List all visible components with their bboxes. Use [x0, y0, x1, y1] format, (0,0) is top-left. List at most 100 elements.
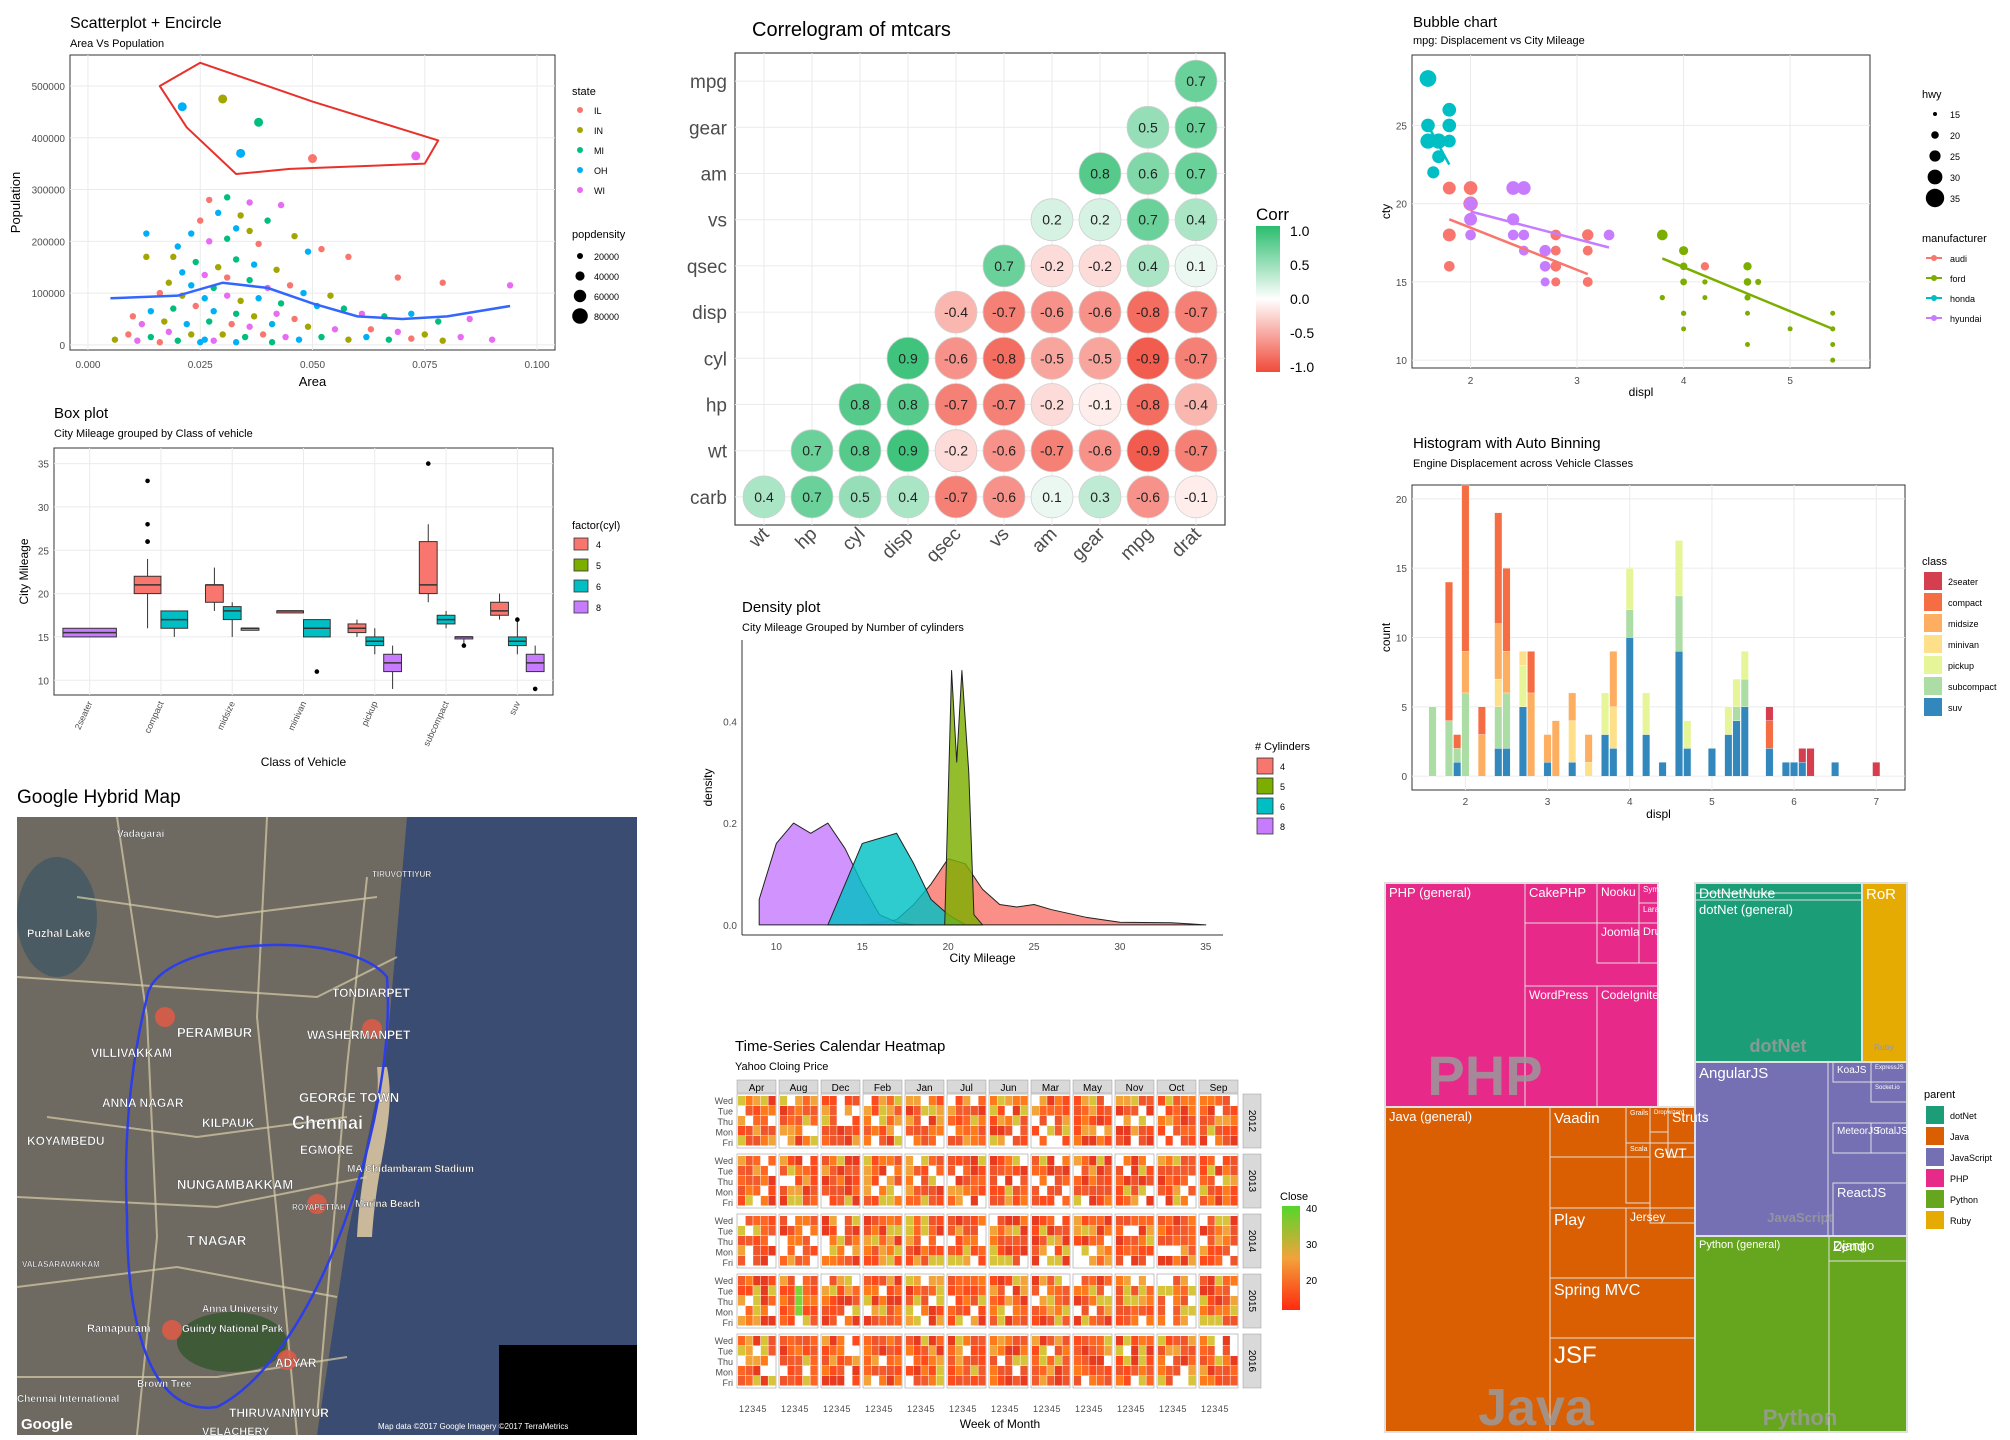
histogram-bar — [1609, 748, 1618, 777]
facet-strip-label: 2016 — [1246, 1350, 1257, 1373]
calendar-cell — [1020, 1106, 1028, 1116]
calendar-cell — [906, 1106, 914, 1116]
calendar-cell — [802, 1136, 810, 1146]
calendar-cell — [1207, 1186, 1215, 1196]
map-sea — [317, 817, 637, 1435]
calendar-cell — [844, 1126, 852, 1136]
calendar-cell — [795, 1136, 803, 1146]
google-hybrid-map: Google Hybrid MapPERAMBURVILLIVAKKAMWASH… — [17, 787, 637, 1438]
scatter-point — [250, 261, 258, 268]
calendar-cell — [837, 1186, 845, 1196]
legend-colorbar — [1256, 226, 1280, 372]
chart-title: Scatterplot + Encircle — [70, 15, 222, 32]
scatter-point — [170, 305, 177, 312]
calendar-cell — [1074, 1186, 1082, 1196]
treemap-tile-label: Django — [1833, 1238, 1874, 1253]
calendar-cell — [970, 1356, 978, 1366]
calendar-cell — [1222, 1166, 1230, 1176]
calendar-cell — [970, 1126, 978, 1136]
scatter-point — [439, 337, 446, 344]
bubble-point — [1464, 212, 1478, 226]
x-tick-label: minivan — [286, 700, 308, 732]
calendar-cell — [871, 1366, 879, 1376]
facet-strip-year — [1242, 1153, 1262, 1209]
calendar-cell — [963, 1226, 971, 1236]
scatter-point — [197, 339, 204, 346]
scatter-point — [206, 238, 213, 245]
calendar-cell — [1131, 1356, 1139, 1366]
calendar-cell — [936, 1216, 944, 1226]
calendar-cell — [997, 1096, 1005, 1106]
calendar-cell — [1012, 1136, 1020, 1146]
calendar-cell — [1081, 1226, 1089, 1236]
calendar-cell — [978, 1186, 986, 1196]
calendar-cell — [1096, 1246, 1104, 1256]
y-tick-label: Mon — [715, 1368, 733, 1378]
legend-label: 30 — [1950, 173, 1960, 183]
calendar-cell — [1074, 1116, 1082, 1126]
calendar-cell — [1165, 1346, 1173, 1356]
bubble-point — [1539, 260, 1551, 272]
x-tick-label: 12345 — [1201, 1404, 1229, 1414]
corr-value: -0.4 — [944, 304, 968, 320]
scatter-point — [223, 292, 231, 299]
calendar-cell — [1116, 1346, 1124, 1356]
scatter-point — [232, 256, 240, 263]
calendar-cell — [963, 1256, 971, 1266]
calendar-cell — [1020, 1356, 1028, 1366]
legend-key — [1924, 698, 1942, 716]
corr-cell — [1174, 290, 1218, 334]
legend-label: 15 — [1950, 110, 1960, 120]
calendar-cell — [906, 1186, 914, 1196]
calendar-cell — [1047, 1166, 1055, 1176]
calendar-cell — [1230, 1376, 1238, 1386]
legend-key — [1931, 295, 1937, 301]
map-point — [162, 1320, 182, 1340]
calendar-cell — [1047, 1106, 1055, 1116]
calendar-cell — [1173, 1156, 1181, 1166]
calendar-cell — [963, 1126, 971, 1136]
x-tick-label: cyl — [838, 524, 869, 555]
calendar-cell — [928, 1116, 936, 1126]
calendar-cell — [1081, 1296, 1089, 1306]
x-tick-label: mpg — [1117, 524, 1158, 565]
map-place-label: VALASARAVAKKAM — [22, 1260, 100, 1269]
calendar-cell — [780, 1336, 788, 1346]
calendar-cell — [1165, 1116, 1173, 1126]
calendar-cell — [1131, 1166, 1139, 1176]
bubble-point — [1700, 262, 1710, 271]
calendar-cell — [1146, 1346, 1154, 1356]
y-tick-label: 0 — [59, 341, 65, 352]
legend-key — [1924, 677, 1942, 695]
calendar-cell — [1081, 1156, 1089, 1166]
calendar-cell — [1222, 1246, 1230, 1256]
calendar-cell — [1131, 1106, 1139, 1116]
calendar-cell — [753, 1236, 761, 1246]
calendar-cell — [1062, 1116, 1070, 1126]
corr-value: 0.7 — [1186, 166, 1206, 182]
x-tick-label: 5 — [1709, 797, 1715, 808]
calendar-cell — [1116, 1236, 1124, 1246]
calendar-cell — [921, 1246, 929, 1256]
calendar-cell — [760, 1236, 768, 1246]
facet-strip-month — [904, 1079, 945, 1094]
treemap-tile — [1828, 1235, 1908, 1433]
calendar-cell — [1062, 1166, 1070, 1176]
corr-cell — [982, 290, 1026, 334]
y-tick-label: Wed — [715, 1156, 733, 1166]
bubble-point — [1582, 245, 1593, 256]
calendar-cell — [928, 1106, 936, 1116]
calendar-cell — [1096, 1096, 1104, 1106]
calendar-cell — [760, 1246, 768, 1256]
treemap-tile-label: Python (general) — [1699, 1239, 1780, 1251]
calendar-cell — [1032, 1316, 1040, 1326]
corr-value: 0.4 — [1138, 258, 1158, 274]
map-point — [277, 1350, 297, 1370]
calendar-cell — [822, 1376, 830, 1386]
facet-strip-month — [1030, 1079, 1071, 1094]
calendar-cell — [913, 1296, 921, 1306]
calendar-cell — [928, 1236, 936, 1246]
legend-key — [1926, 1148, 1944, 1166]
histogram-bar — [1625, 609, 1634, 638]
calendar-cell — [852, 1226, 860, 1236]
